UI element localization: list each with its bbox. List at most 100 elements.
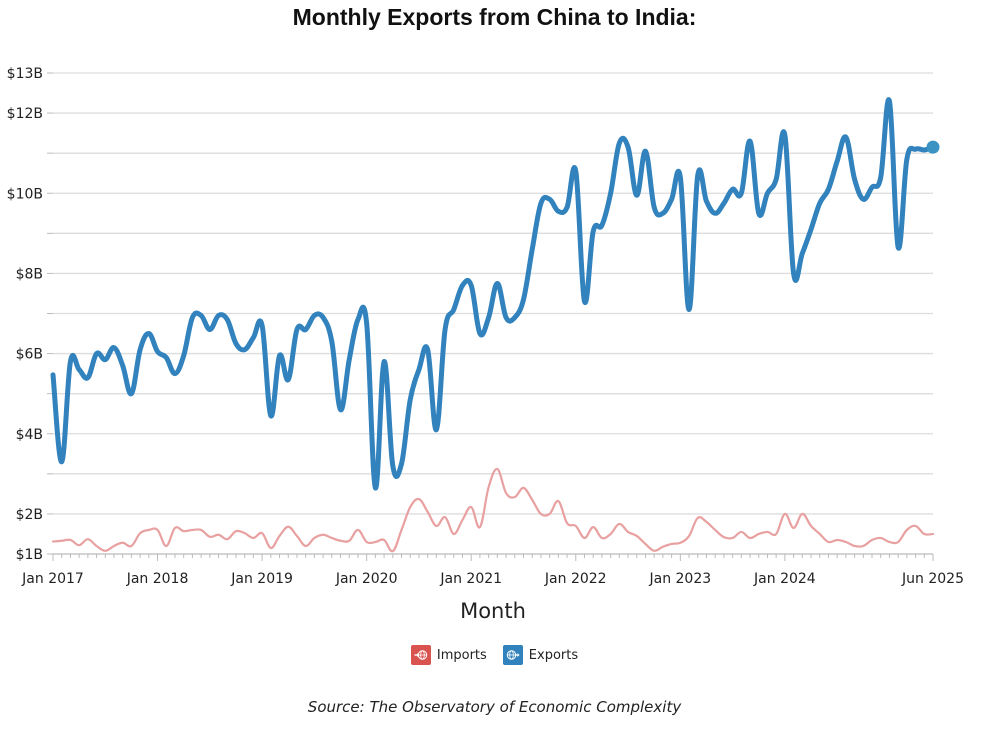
exports-point[interactable] <box>747 138 753 144</box>
exports-point[interactable] <box>799 250 805 256</box>
imports-point[interactable] <box>520 485 526 491</box>
exports-point[interactable] <box>764 190 770 196</box>
exports-point[interactable] <box>146 331 152 337</box>
imports-point[interactable] <box>355 527 361 533</box>
exports-point[interactable] <box>520 296 526 302</box>
imports-point[interactable] <box>172 525 178 531</box>
imports-point[interactable] <box>642 541 648 547</box>
imports-point[interactable] <box>189 527 195 533</box>
exports-point[interactable] <box>233 341 239 347</box>
exports-point[interactable] <box>407 397 413 403</box>
imports-point[interactable] <box>547 511 553 517</box>
exports-point[interactable] <box>756 210 762 216</box>
imports-point[interactable] <box>268 545 274 551</box>
imports-point[interactable] <box>616 521 622 527</box>
exports-point[interactable] <box>808 226 814 232</box>
imports-point[interactable] <box>399 527 405 533</box>
exports-point[interactable] <box>581 298 587 304</box>
imports-point[interactable] <box>625 529 631 535</box>
imports-point[interactable] <box>233 528 239 534</box>
imports-point[interactable] <box>538 511 544 517</box>
exports-point[interactable] <box>791 270 797 276</box>
exports-point[interactable] <box>547 196 553 202</box>
exports-point[interactable] <box>921 147 927 153</box>
exports-point[interactable] <box>869 184 875 190</box>
imports-point[interactable] <box>869 537 875 543</box>
exports-point[interactable] <box>364 321 370 327</box>
exports-point[interactable] <box>250 335 256 341</box>
exports-point[interactable] <box>852 176 858 182</box>
exports-point[interactable] <box>773 176 779 182</box>
imports-point[interactable] <box>564 520 570 526</box>
imports-point[interactable] <box>799 511 805 517</box>
exports-point[interactable] <box>468 282 474 288</box>
exports-point[interactable] <box>94 351 100 357</box>
imports-point[interactable] <box>67 537 73 543</box>
exports-point[interactable] <box>503 315 509 321</box>
imports-point[interactable] <box>364 539 370 545</box>
imports-point[interactable] <box>608 531 614 537</box>
imports-point[interactable] <box>346 538 352 544</box>
imports-point[interactable] <box>259 530 265 536</box>
exports-point[interactable] <box>651 204 657 210</box>
legend-item-exports[interactable]: Exports <box>502 645 578 665</box>
exports-point[interactable] <box>642 148 648 154</box>
exports-point[interactable] <box>860 196 866 202</box>
exports-point[interactable] <box>817 200 823 206</box>
exports-point[interactable] <box>155 349 161 355</box>
imports-point[interactable] <box>442 514 448 520</box>
imports-point[interactable] <box>181 528 187 534</box>
exports-point[interactable] <box>163 355 169 361</box>
imports-point[interactable] <box>886 539 892 545</box>
exports-point[interactable] <box>329 339 335 345</box>
imports-point[interactable] <box>573 523 579 529</box>
exports-last-point-marker[interactable] <box>926 140 940 154</box>
imports-point[interactable] <box>529 497 535 503</box>
exports-point[interactable] <box>399 461 405 467</box>
exports-point[interactable] <box>346 357 352 363</box>
imports-point[interactable] <box>695 515 701 521</box>
imports-point[interactable] <box>721 534 727 540</box>
imports-point[interactable] <box>338 538 344 544</box>
imports-point[interactable] <box>730 535 736 541</box>
imports-point[interactable] <box>85 536 91 542</box>
exports-point[interactable] <box>320 315 326 321</box>
imports-point[interactable] <box>825 539 831 545</box>
imports-point[interactable] <box>294 533 300 539</box>
imports-point[interactable] <box>120 540 126 546</box>
exports-point[interactable] <box>189 315 195 321</box>
imports-point[interactable] <box>738 529 744 535</box>
exports-point[interactable] <box>120 363 126 369</box>
exports-point[interactable] <box>216 313 222 319</box>
exports-point[interactable] <box>834 158 840 164</box>
exports-point[interactable] <box>50 372 56 378</box>
imports-point[interactable] <box>277 533 283 539</box>
exports-point[interactable] <box>564 204 570 210</box>
imports-point[interactable] <box>146 527 152 533</box>
imports-point[interactable] <box>834 537 840 543</box>
imports-point[interactable] <box>468 504 474 510</box>
imports-point[interactable] <box>425 509 431 515</box>
exports-point[interactable] <box>381 359 387 365</box>
exports-point[interactable] <box>738 190 744 196</box>
exports-point[interactable] <box>625 144 631 150</box>
exports-point[interactable] <box>338 407 344 413</box>
exports-point[interactable] <box>85 375 91 381</box>
exports-point[interactable] <box>67 359 73 365</box>
exports-point[interactable] <box>442 327 448 333</box>
exports-point[interactable] <box>825 186 831 192</box>
exports-point[interactable] <box>390 463 396 469</box>
exports-point[interactable] <box>242 347 248 353</box>
exports-point[interactable] <box>895 244 901 250</box>
exports-point[interactable] <box>111 345 117 351</box>
exports-point[interactable] <box>137 347 143 353</box>
exports-line[interactable] <box>50 97 936 491</box>
imports-point[interactable] <box>198 527 204 533</box>
imports-point[interactable] <box>494 466 500 472</box>
imports-point[interactable] <box>94 543 100 549</box>
exports-point[interactable] <box>181 353 187 359</box>
imports-point[interactable] <box>782 511 788 517</box>
imports-point[interactable] <box>860 543 866 549</box>
imports-point[interactable] <box>207 534 213 540</box>
exports-point[interactable] <box>102 357 108 363</box>
